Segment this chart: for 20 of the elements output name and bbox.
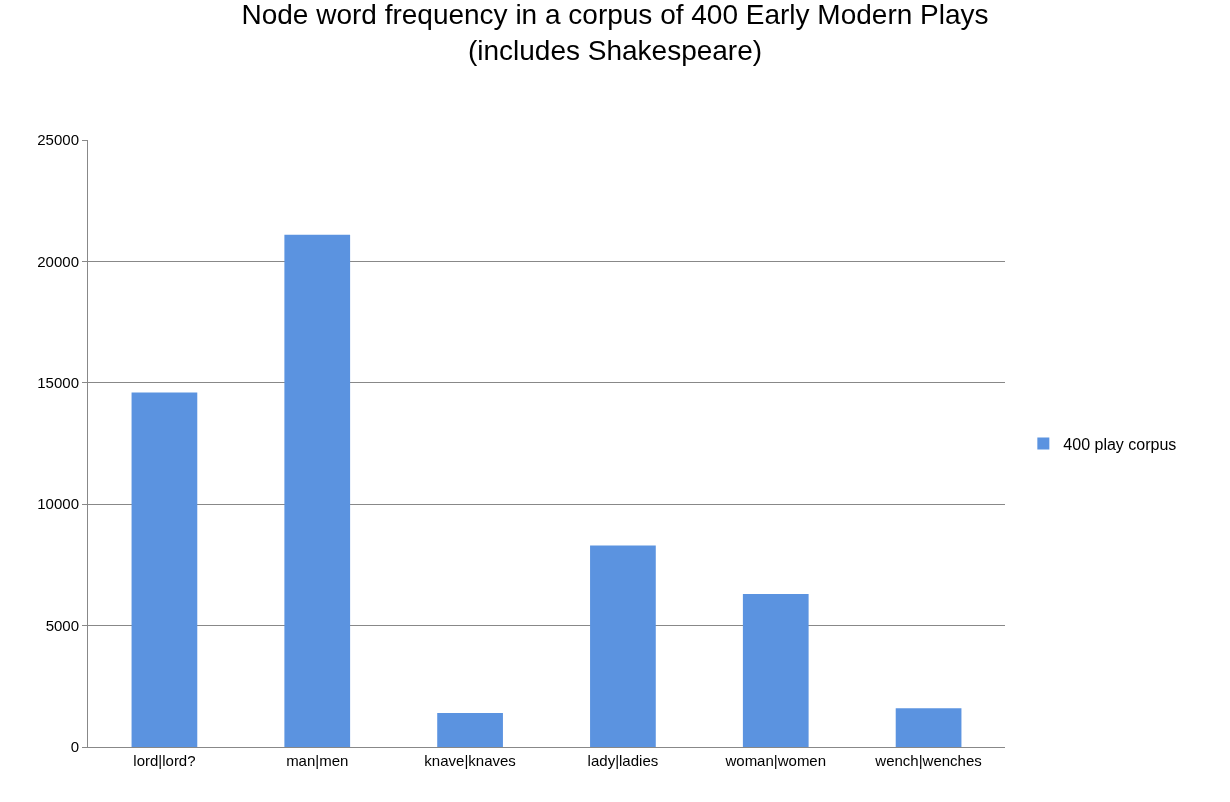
- bar: [895, 708, 962, 747]
- x-tick-label: lady|ladies: [587, 752, 659, 769]
- chart-title: Node word frequency in a corpus of 400 Early Modern Plays (includes Shakespeare): [241, 0, 989, 67]
- x-tick-label: lord|lord?: [133, 752, 196, 769]
- x-tick-label: knave|knaves: [424, 752, 516, 769]
- y-tick-label: 5000: [45, 616, 79, 634]
- bar: [590, 545, 656, 747]
- bar: [284, 234, 351, 747]
- y-tick-label: 20000: [37, 252, 79, 270]
- bar: [437, 713, 503, 747]
- y-tick-label: 25000: [37, 131, 79, 149]
- x-tick-label: wench|wenches: [874, 752, 982, 769]
- y-tick-label: 15000: [37, 374, 79, 392]
- y-tick-label: 0: [70, 738, 79, 756]
- bar: [131, 392, 198, 747]
- x-tick-label: woman|women: [724, 752, 827, 769]
- legend-label: 400 play corpus: [1063, 435, 1177, 453]
- bar: [742, 594, 809, 747]
- x-tick-label: man|men: [286, 752, 349, 769]
- y-tick-label: 10000: [37, 495, 79, 513]
